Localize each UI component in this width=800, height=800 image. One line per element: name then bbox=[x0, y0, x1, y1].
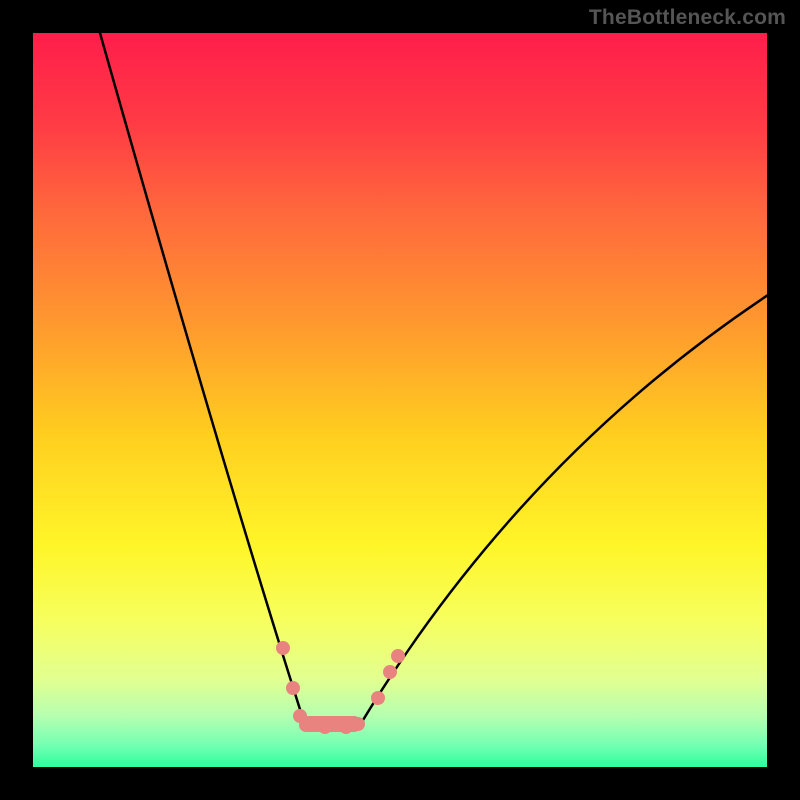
watermark-text: TheBottleneck.com bbox=[589, 6, 786, 30]
chart-frame: TheBottleneck.com bbox=[0, 0, 800, 800]
bottleneck-chart bbox=[0, 0, 800, 800]
